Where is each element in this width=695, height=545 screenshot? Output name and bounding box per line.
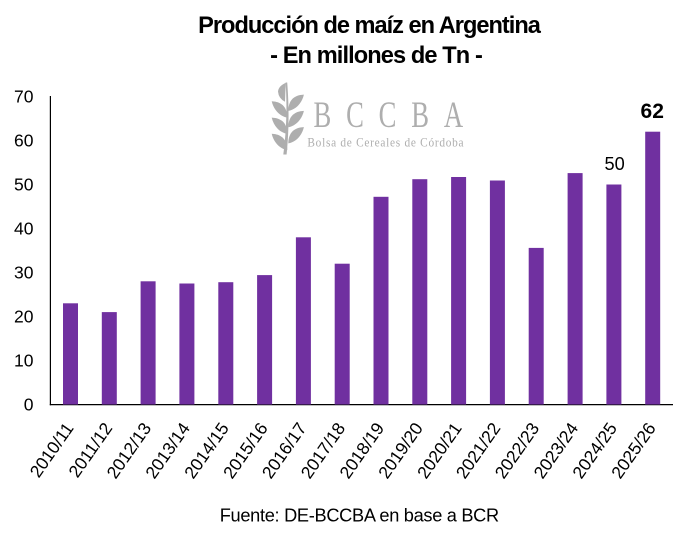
svg-text:30: 30 [14,263,34,283]
svg-text:50: 50 [604,154,624,174]
svg-text:20: 20 [14,307,34,327]
svg-text:Fuente: DE-BCCBA en base a BCR: Fuente: DE-BCCBA en base a BCR [220,506,499,526]
svg-text:Bolsa de Cereales de Córdoba: Bolsa de Cereales de Córdoba [307,136,464,149]
svg-text:50: 50 [14,175,34,195]
svg-text:60: 60 [14,131,34,151]
svg-text:Producción de maíz en Argentin: Producción de maíz en Argentina [198,13,542,39]
svg-text:40: 40 [14,219,34,239]
svg-text:10: 10 [14,351,34,371]
svg-text:70: 70 [14,87,34,107]
svg-text:- En millones de Tn -: - En millones de Tn - [270,43,482,69]
svg-text:0: 0 [24,395,34,415]
svg-text:BCCBA: BCCBA [314,94,478,135]
svg-text:62: 62 [641,100,664,123]
